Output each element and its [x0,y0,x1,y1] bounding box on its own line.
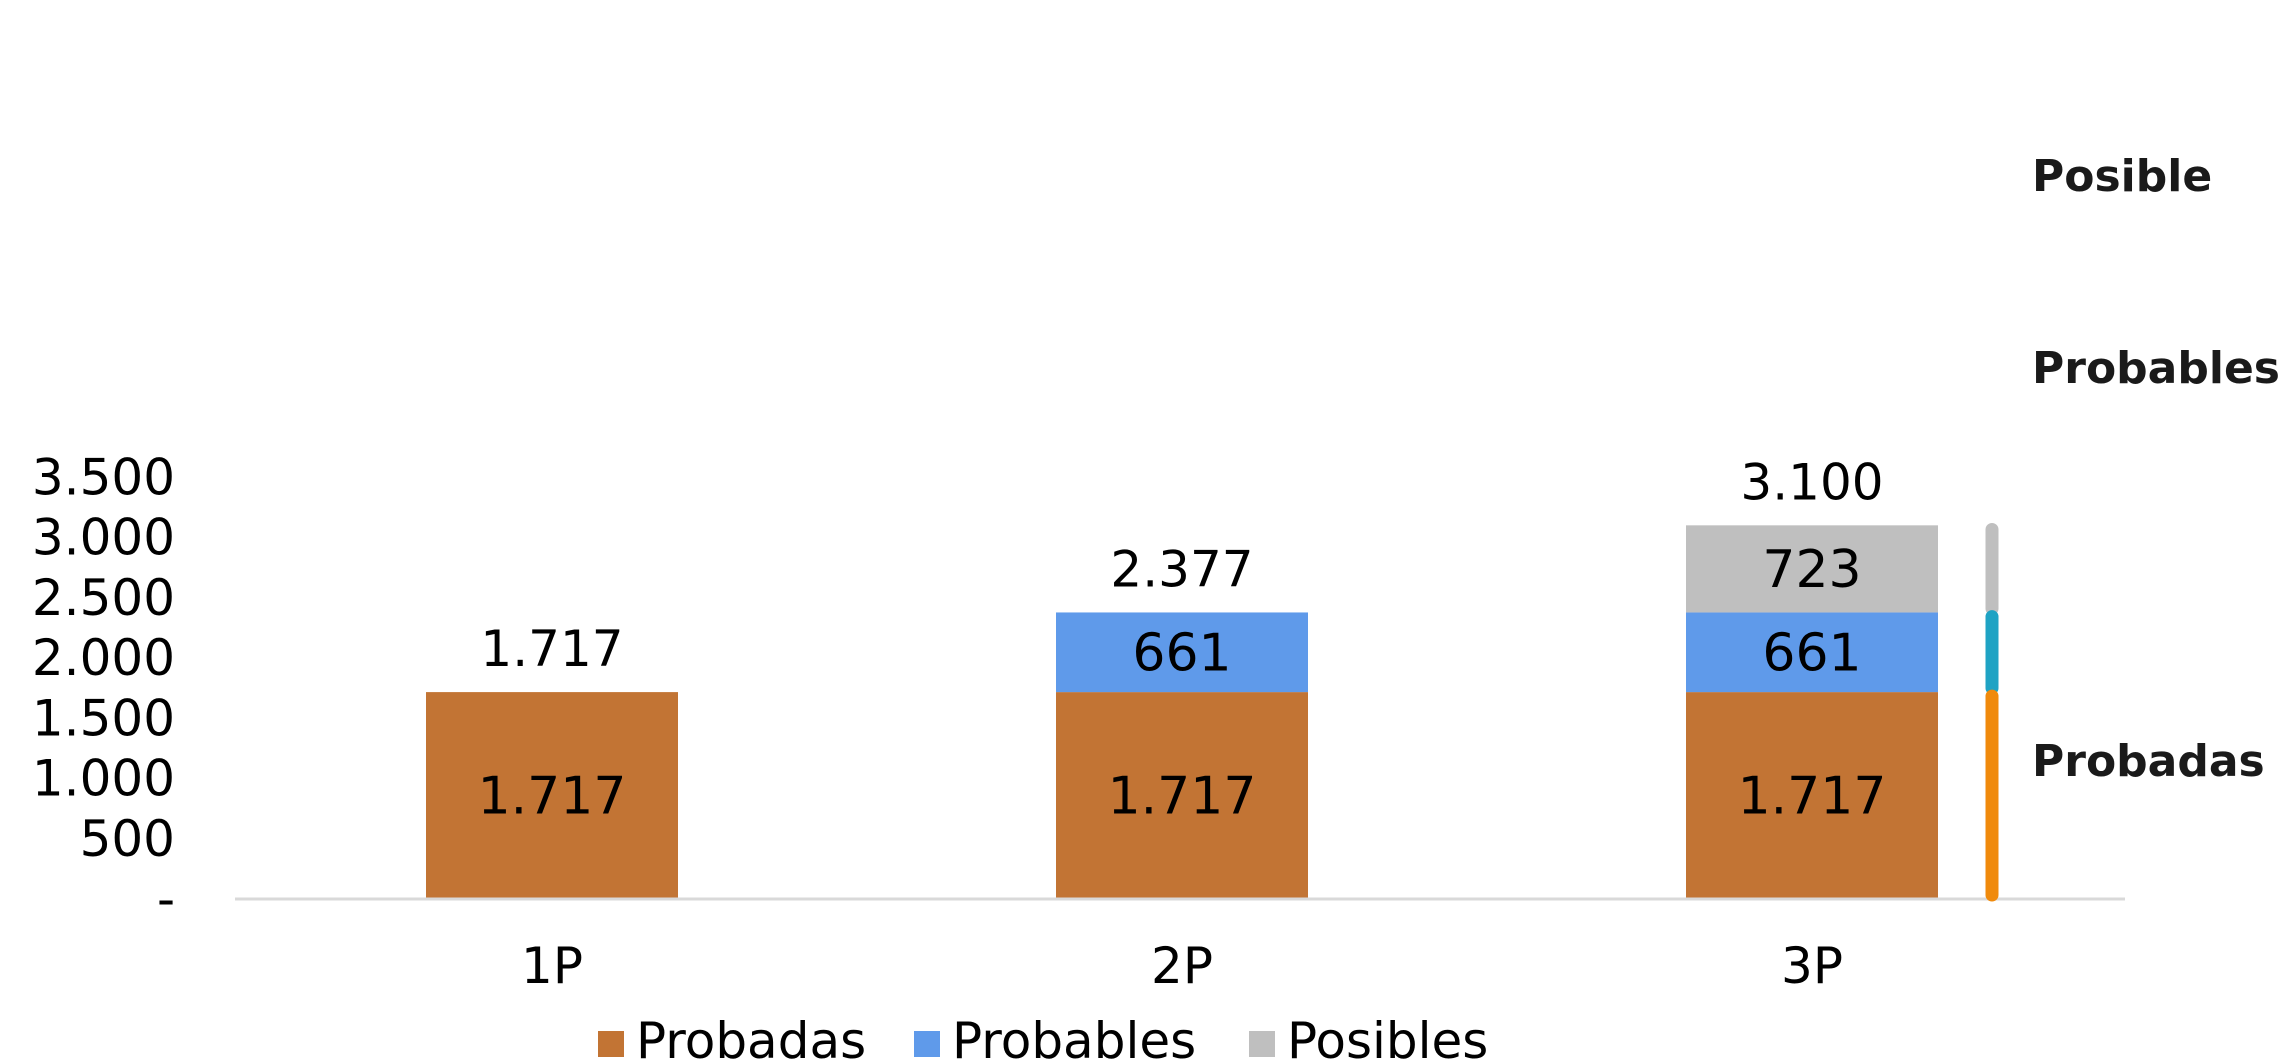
y-tick-label: 3.500 [32,448,175,506]
total-label: 3.100 [1740,453,1883,511]
legend-swatch-posibles [1249,1031,1275,1057]
bar-segment-probadas-2p [1056,692,1308,899]
y-tick-label: 2.000 [32,629,175,687]
y-tick-label: 1.000 [32,750,175,808]
bracket-label-probables: Probables [2032,343,2280,394]
x-category-label: 1P [521,937,583,995]
x-category-label: 2P [1151,937,1213,995]
y-tick-label: 2.500 [32,569,175,627]
bracket-label-posible: Posible [2032,151,2212,202]
data-label: 661 [1762,623,1861,683]
bracket-label-probadas: Probadas [2032,736,2265,787]
total-label: 1.717 [480,620,623,678]
x-category-label: 3P [1781,937,1843,995]
data-label: 1.717 [1108,767,1257,827]
data-label: 723 [1762,540,1861,600]
bar-segment-probables-2p [1056,612,1308,693]
bar-segment-probables-3p [1686,612,1938,693]
legend-label-probables: Probables [952,1012,1196,1064]
legend-label-probadas: Probadas [636,1012,866,1064]
y-tick-label: - [157,870,175,928]
category-labels: 1P 2P 3P [521,937,1843,995]
legend-swatch-probadas [598,1031,624,1057]
legend-label-posibles: Posibles [1287,1012,1488,1064]
bar-segment-probadas-1p [426,692,678,899]
bar-segment-probadas-3p [1686,692,1938,899]
y-tick-label: 1.500 [32,689,175,747]
data-label: 661 [1132,623,1231,683]
bracket-annotations: Posible Probables Probadas [1985,151,2280,902]
data-label: 1.717 [478,767,627,827]
legend: Probadas Probables Posibles [598,1012,1488,1064]
bars-group: 1.717 1.717 1.717 661 2.377 1.717 661 723 3.100 [426,453,1938,899]
y-tick-label: 3.000 [32,509,175,567]
bar-segment-posibles-3p [1686,525,1938,613]
y-tick-label: 500 [80,810,175,868]
legend-swatch-probables [914,1031,940,1057]
data-label: 1.717 [1738,767,1887,827]
total-label: 2.377 [1110,541,1253,599]
